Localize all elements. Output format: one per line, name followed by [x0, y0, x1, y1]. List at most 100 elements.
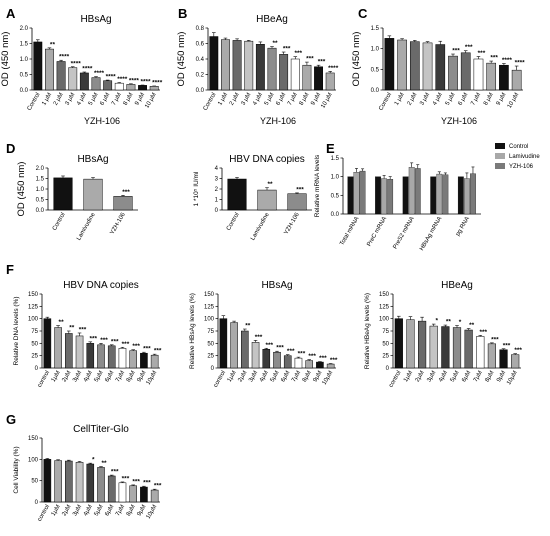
significance-label: *** [490, 55, 498, 62]
y-tick-label: 0.5 [20, 73, 29, 79]
bar [460, 52, 471, 91]
x-tick-label: 5 μM [445, 92, 457, 107]
x-tick-label: 6 μM [458, 92, 470, 107]
bar [43, 459, 52, 503]
significance-label: **** [117, 76, 128, 83]
x-tick-label: 4 μM [76, 92, 88, 107]
x-tick-label: 4μM [83, 370, 94, 383]
x-tick-label: 4μM [83, 504, 94, 517]
x-tick-label: Control [226, 212, 241, 232]
bar [499, 64, 509, 91]
bar [418, 320, 427, 369]
bar [91, 77, 101, 91]
x-tick-label: 2 μM [407, 92, 419, 107]
bar [83, 178, 103, 211]
chart-panel-B: HBeAg 0.0 0.2 0.4 0.6 0.8 OD (450 nm) Control 1 … [176, 14, 339, 126]
y-tick-label: 1.5 [371, 26, 380, 32]
panel-label-g: G [6, 412, 16, 427]
x-tick-label: 2 μM [229, 92, 241, 107]
x-tick-label: 4μM [438, 370, 449, 383]
bar [97, 344, 105, 369]
significance-label: **** [152, 79, 163, 86]
legend-swatch [495, 143, 505, 149]
significance-label: *** [308, 353, 316, 360]
x-tick-label: 6μM [280, 370, 291, 383]
y-tick-label: 0.2 [196, 73, 205, 79]
y-tick-label: 0 [211, 366, 215, 372]
y-axis-label: OD (450 nm) [176, 32, 187, 87]
significance-label: ** [267, 181, 273, 188]
panel-label-d: D [6, 141, 15, 156]
significance-label: *** [296, 186, 304, 193]
x-tick-label: 6 μM [99, 92, 111, 107]
y-axis-label: OD (450 nm) [0, 32, 11, 87]
y-tick-label: 1.5 [20, 42, 29, 48]
significance-label: ** [272, 40, 278, 47]
bar [499, 349, 508, 369]
x-tick-label: Control [378, 92, 393, 112]
x-tick-label: 9μM [496, 370, 507, 383]
bar [209, 36, 219, 91]
y-axis-label: Relative HBsAg levels (%) [189, 293, 196, 369]
x-tick-label: Lamivudine [250, 211, 271, 241]
x-tick-label: 7μM [291, 370, 302, 383]
y-tick-label: 150 [28, 436, 39, 442]
significance-label: *** [265, 342, 273, 349]
y-axis-label: Relative mRNA levels [314, 154, 321, 217]
chart-title: CellTiter-Glo [73, 424, 129, 435]
y-tick-label: 0 [35, 500, 39, 506]
y-tick-label: 125 [204, 304, 215, 310]
significance-label: **** [140, 79, 151, 86]
significance-label: ** [59, 319, 65, 326]
y-tick-label: 125 [379, 304, 390, 310]
significance-label: *** [465, 44, 473, 51]
significance-label: *** [319, 355, 327, 362]
significance-label: *** [330, 357, 338, 364]
bar [402, 176, 409, 215]
significance-label: **** [106, 74, 117, 81]
x-tick-label: 7μM [115, 504, 126, 517]
y-tick-label: 1.0 [331, 175, 340, 181]
chart-title: HBV DNA copies [229, 154, 305, 165]
bar [422, 42, 433, 91]
legend-swatch [495, 163, 505, 169]
legend-swatch [495, 153, 505, 159]
x-tick-label: Control [52, 212, 67, 232]
chart-title: HBsAg [77, 154, 108, 165]
x-tick-label: 1 μM [217, 92, 229, 107]
significance-label: * [459, 319, 462, 326]
bar [232, 40, 242, 91]
y-tick-label: 1.0 [20, 57, 29, 63]
bar [287, 193, 307, 211]
significance-label: ** [69, 325, 75, 332]
x-tick-label: control [37, 370, 51, 389]
bar [230, 322, 238, 369]
x-tick-label: 1 μM [41, 92, 53, 107]
x-tick-label: 10μM [322, 370, 335, 386]
y-tick-label: 0.0 [331, 212, 340, 218]
significance-label: *** [306, 56, 314, 63]
significance-label: *** [132, 343, 140, 350]
y-tick-label: 1 [215, 198, 219, 204]
significance-label: *** [89, 335, 97, 342]
bar [140, 486, 148, 503]
bar [464, 178, 470, 215]
bar [394, 318, 403, 369]
bar [302, 64, 312, 91]
significance-label: ** [50, 41, 56, 48]
chart-panel-F-hbsag: HBsAg 0 25 50 75 100 125 150 Relative HBsAg leve… [189, 280, 338, 389]
y-tick-label: 0.0 [36, 208, 45, 214]
x-axis-label: YZH-106 [84, 116, 120, 126]
y-tick-label: 75 [382, 329, 389, 335]
bar [448, 55, 458, 91]
significance-label: *** [298, 351, 306, 358]
x-tick-label: 2μM [415, 370, 426, 383]
y-axis-label: Relative DNA levels (%) [13, 297, 20, 366]
significance-label: *** [122, 475, 130, 482]
bar [150, 489, 159, 503]
x-tick-label: 6 μM [275, 92, 287, 107]
chart-panel-D-hbsag: HBsAg 0.0 0.5 1.0 1.5 2.0 OD (450 nm) Control La… [16, 154, 138, 242]
x-tick-label: Control [203, 92, 218, 112]
x-tick-label: PreC mRNA [366, 216, 388, 248]
significance-label: ** [446, 319, 452, 326]
